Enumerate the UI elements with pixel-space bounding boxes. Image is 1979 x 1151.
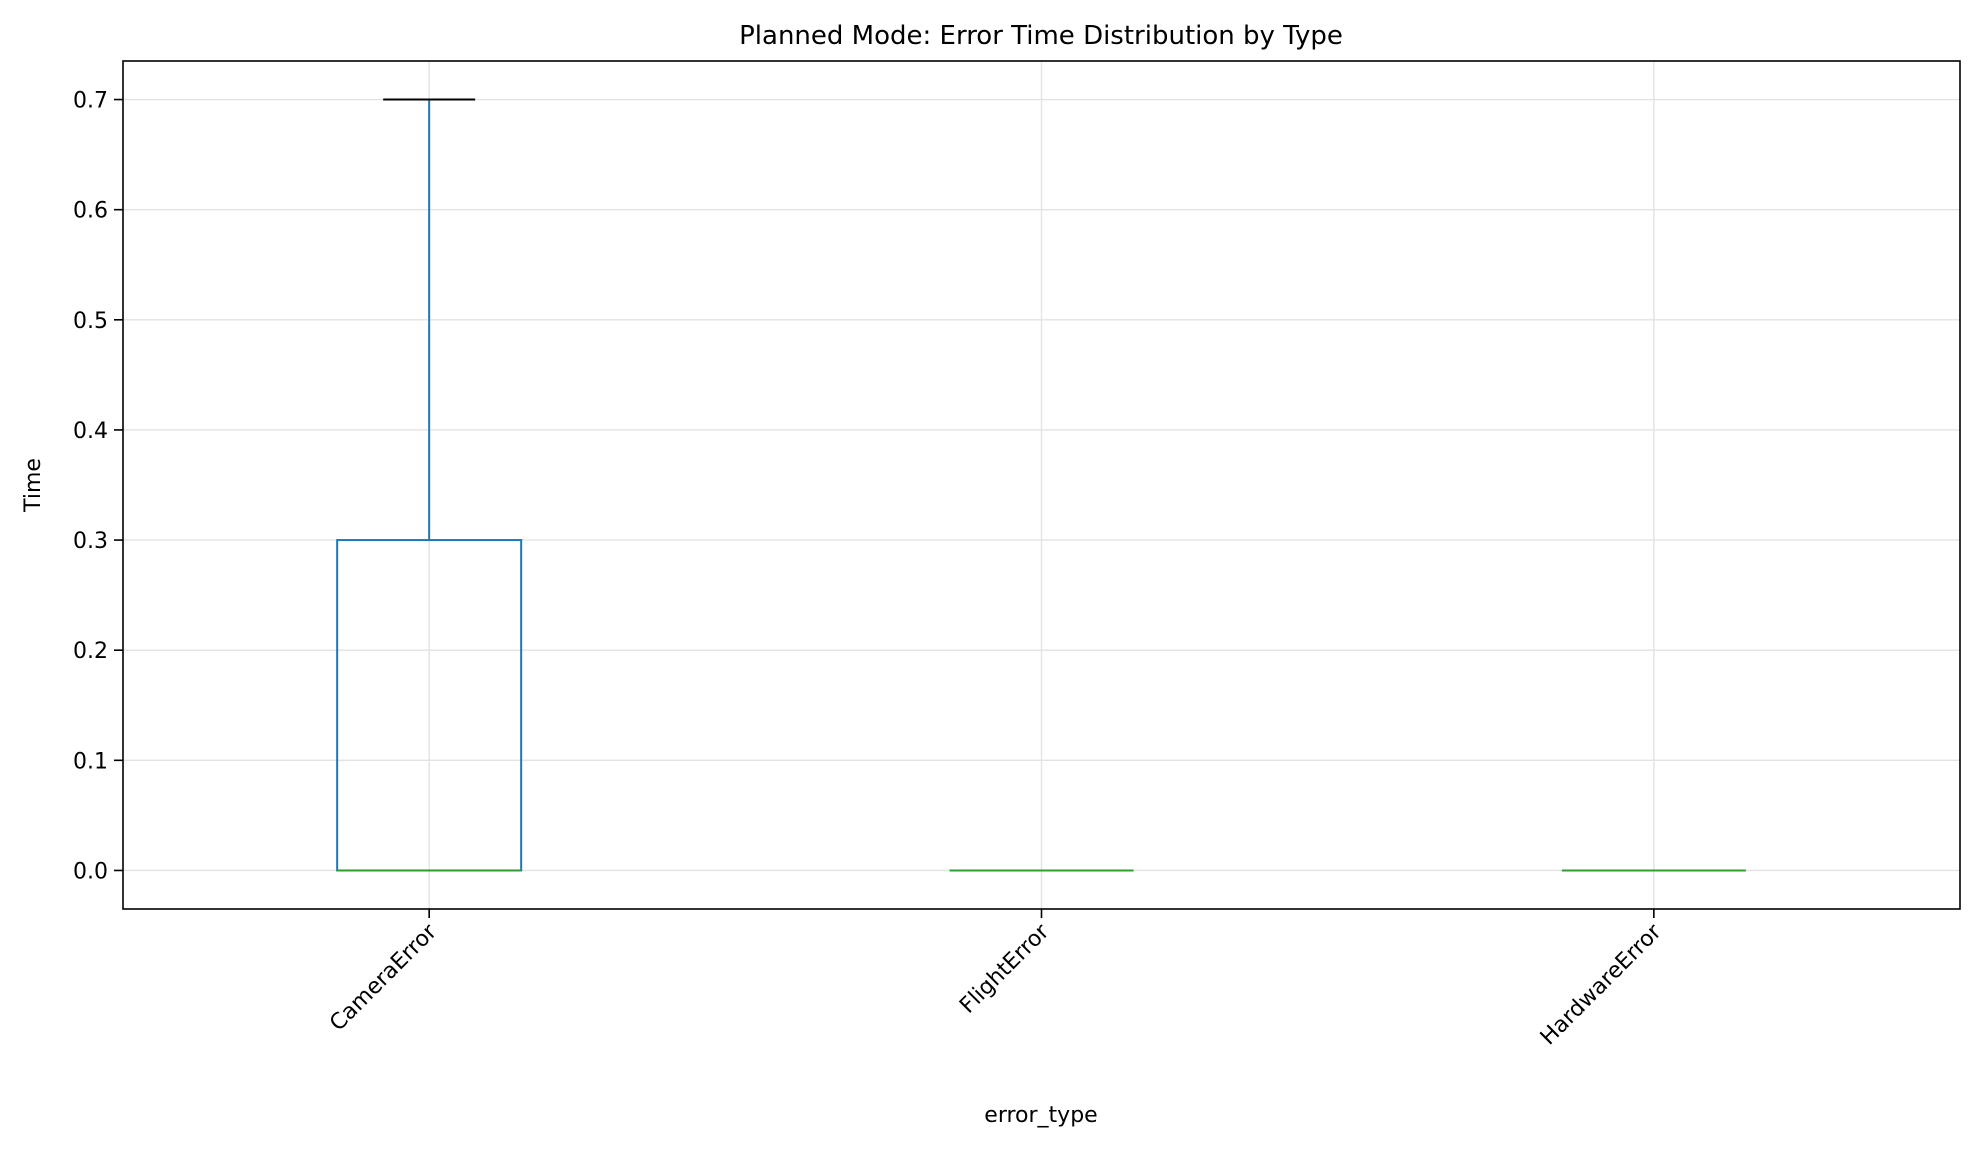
x-tick-label: HardwareError [1536, 919, 1667, 1050]
y-tick-label: 0.3 [73, 529, 108, 554]
y-tick-label: 0.6 [73, 199, 108, 224]
y-tick-label: 0.4 [73, 419, 108, 444]
y-tick-label: 0.0 [73, 859, 108, 884]
grid [123, 61, 1960, 909]
y-tick-label: 0.2 [73, 639, 108, 664]
chart-title: Planned Mode: Error Time Distribution by… [739, 21, 1343, 51]
y-axis-label: Time [21, 458, 46, 513]
y-tick-label: 0.5 [73, 309, 108, 334]
x-axis: CameraError FlightError HardwareError [325, 909, 1667, 1050]
y-axis: 0.0 0.1 0.2 0.3 0.4 0.5 0.6 0.7 [73, 89, 123, 884]
x-tick-label: CameraError [325, 919, 442, 1036]
box-CameraError [336, 98, 523, 872]
x-axis-label: error_type [984, 1103, 1097, 1128]
y-tick-label: 0.7 [73, 89, 108, 114]
y-tick-label: 0.1 [73, 749, 108, 774]
x-tick-label: FlightError [955, 919, 1055, 1019]
boxes [336, 98, 1746, 872]
